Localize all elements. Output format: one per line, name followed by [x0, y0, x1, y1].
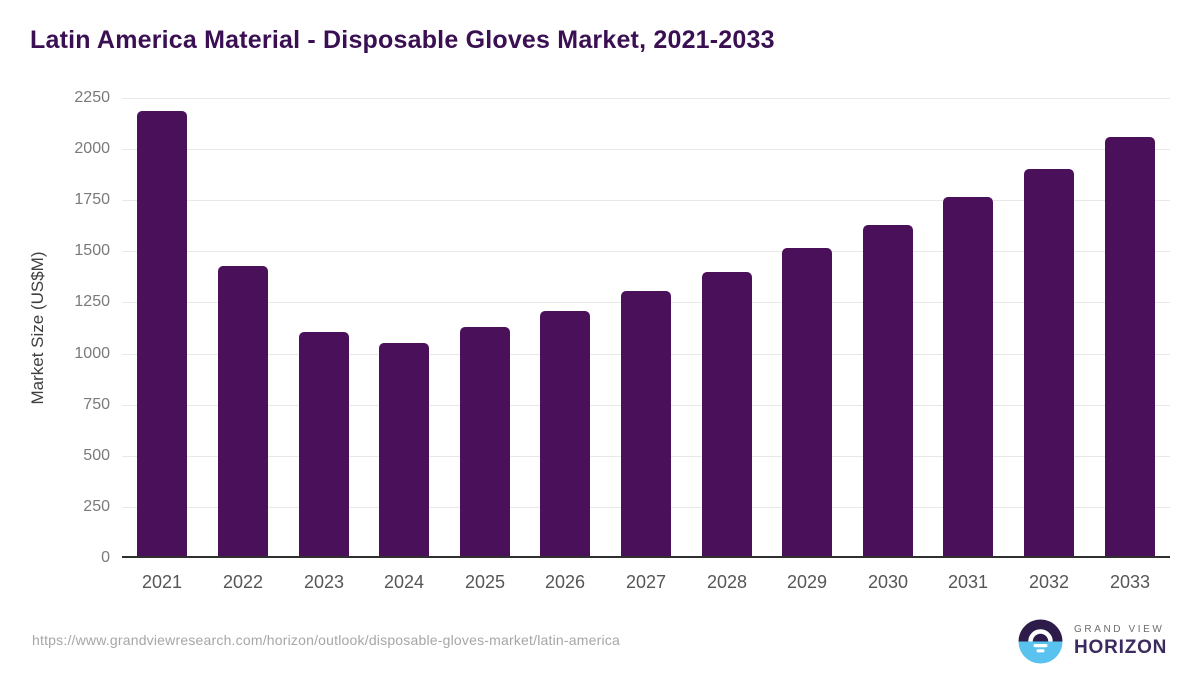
x-tick-label-2031: 2031 — [947, 572, 989, 592]
bar-2029 — [782, 248, 832, 558]
source-url: https://www.grandviewresearch.com/horizo… — [32, 632, 620, 648]
bar-2022 — [218, 266, 268, 558]
y-tick-label-0: 0 — [101, 549, 110, 566]
bar-2021 — [137, 111, 187, 558]
chart-title: Latin America Material - Disposable Glov… — [30, 26, 775, 54]
brand-logo: GRAND VIEW HORIZON — [1017, 618, 1167, 665]
bar-2027 — [621, 291, 671, 558]
x-axis-line — [122, 556, 1170, 558]
gridline-2000 — [122, 149, 1170, 150]
y-tick-label-250: 250 — [83, 498, 110, 515]
bar-2030 — [863, 225, 913, 558]
gridline-1500 — [122, 251, 1170, 252]
y-tick-label-2000: 2000 — [74, 140, 110, 157]
x-tick-label-2032: 2032 — [1028, 572, 1070, 592]
y-tick-label-750: 750 — [83, 396, 110, 413]
x-tick-label-2029: 2029 — [786, 572, 828, 592]
x-tick-label-2027: 2027 — [625, 572, 667, 592]
x-tick-label-2025: 2025 — [464, 572, 506, 592]
brand-logo-text: GRAND VIEW HORIZON — [1074, 624, 1167, 659]
bar-2026 — [540, 311, 590, 558]
y-tick-label-1500: 1500 — [74, 242, 110, 259]
y-tick-label-500: 500 — [83, 447, 110, 464]
x-tick-label-2024: 2024 — [383, 572, 425, 592]
brand-name-horizon: HORIZON — [1074, 637, 1168, 658]
bar-2024 — [379, 343, 429, 558]
bar-2023 — [299, 332, 349, 558]
bar-2028 — [702, 272, 752, 558]
y-axis-tick-labels: 0 250 500 750 1000 1250 1500 1750 2000 2250 — [0, 89, 110, 566]
bar-2025 — [460, 327, 510, 558]
x-tick-label-2022: 2022 — [222, 572, 264, 592]
bar-2031 — [943, 197, 993, 558]
gridline-2250 — [122, 98, 1170, 99]
y-tick-label-1250: 1250 — [74, 293, 110, 310]
x-tick-label-2026: 2026 — [544, 572, 586, 592]
brand-logo-icon — [1018, 619, 1063, 664]
gridline-1750 — [122, 200, 1170, 201]
x-tick-label-2033: 2033 — [1109, 572, 1151, 592]
x-tick-label-2028: 2028 — [706, 572, 748, 592]
x-tick-label-2021: 2021 — [141, 572, 183, 592]
x-axis-tick-labels: 2021 2022 2023 2024 2025 2026 2027 2028 2029 2030… — [122, 570, 1170, 596]
plot-area — [122, 98, 1170, 558]
bar-2033 — [1105, 137, 1155, 558]
bar-2032 — [1024, 169, 1074, 558]
brand-name-grand-view: GRAND VIEW — [1074, 624, 1165, 635]
y-tick-label-1000: 1000 — [74, 345, 110, 362]
y-tick-label-1750: 1750 — [74, 191, 110, 208]
x-tick-label-2023: 2023 — [303, 572, 345, 592]
y-tick-label-2250: 2250 — [74, 89, 110, 106]
x-tick-label-2030: 2030 — [867, 572, 909, 592]
